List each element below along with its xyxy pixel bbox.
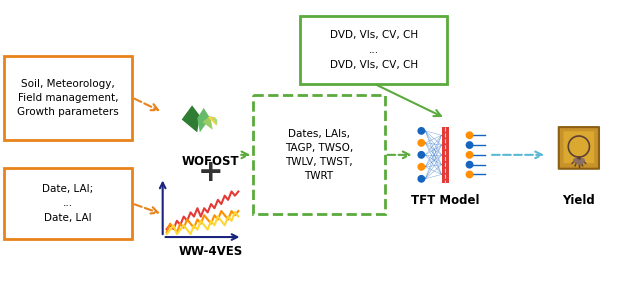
Text: Date, LAI;
...
Date, LAI: Date, LAI; ... Date, LAI: [42, 183, 93, 223]
Polygon shape: [210, 116, 217, 125]
FancyBboxPatch shape: [563, 131, 594, 163]
Circle shape: [466, 161, 474, 169]
Bar: [4, 56, 132, 140]
Text: +: +: [198, 158, 223, 187]
Text: WOFOST: WOFOST: [182, 155, 239, 168]
FancyBboxPatch shape: [559, 127, 599, 169]
Circle shape: [466, 131, 474, 139]
Polygon shape: [197, 108, 210, 132]
Polygon shape: [182, 105, 200, 132]
Bar: [300, 16, 447, 83]
Circle shape: [466, 151, 474, 159]
Bar: [253, 96, 385, 214]
Text: Dates, LAIs,
TAGP, TWSO,
TWLV, TWST,
TWRT: Dates, LAIs, TAGP, TWSO, TWLV, TWST, TWR…: [285, 129, 353, 181]
Circle shape: [417, 151, 426, 159]
Text: Soil, Meteorology,
Field management,
Growth parameters: Soil, Meteorology, Field management, Gro…: [17, 79, 119, 117]
Text: TFT Model: TFT Model: [412, 194, 480, 207]
Circle shape: [417, 127, 426, 135]
Circle shape: [417, 175, 426, 183]
Polygon shape: [207, 117, 217, 126]
Bar: [442, 126, 449, 183]
Text: Yield: Yield: [563, 194, 595, 207]
Bar: [4, 168, 132, 239]
Circle shape: [466, 171, 474, 178]
Text: WW-4VES: WW-4VES: [179, 245, 243, 258]
Circle shape: [417, 139, 426, 147]
Circle shape: [417, 163, 426, 171]
Circle shape: [466, 141, 474, 149]
Text: DVD, VIs, CV, CH
...
DVD, VIs, CV, CH: DVD, VIs, CV, CH ... DVD, VIs, CV, CH: [330, 30, 418, 70]
Polygon shape: [202, 116, 212, 130]
